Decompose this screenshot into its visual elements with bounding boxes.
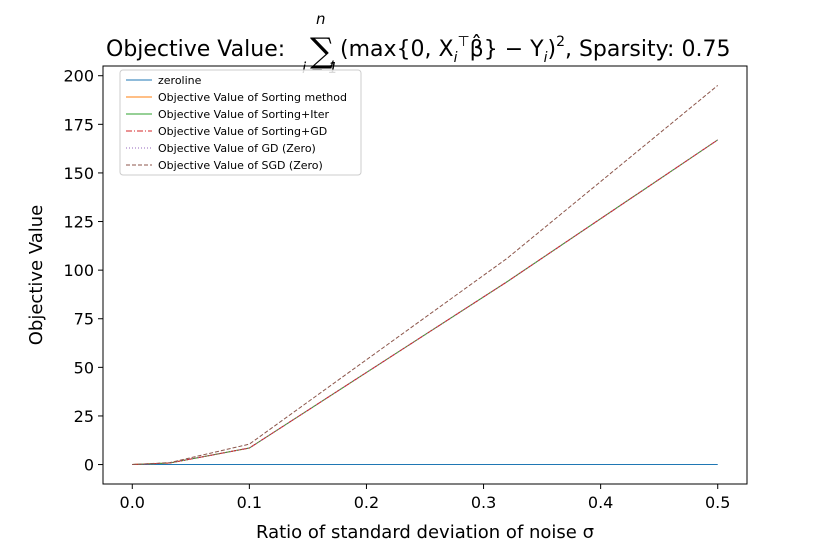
plot-frame	[102, 65, 748, 485]
series-line-4	[132, 139, 719, 466]
series-lines	[132, 85, 719, 466]
legend-label: Objective Value of Sorting+Iter	[158, 108, 330, 121]
legend-label: Objective Value of Sorting method	[158, 91, 347, 104]
title-formula-sup: ⊤	[457, 34, 469, 50]
x-axis-label: Ratio of standard deviation of noise σ	[256, 522, 594, 543]
title-formula-close: )	[547, 37, 556, 62]
series-line-1	[132, 139, 719, 466]
title-formula: (max{0, Xi⊤β̂} − Yi)2, Sparsity: 0.75	[340, 34, 730, 66]
y-tick-label: 0	[84, 456, 94, 475]
legend-label: Objective Value of GD (Zero)	[158, 142, 316, 155]
y-tick-label: 150	[63, 164, 94, 183]
y-tick-label: 50	[74, 358, 94, 377]
x-axis-ticks: 0.0 0.1 0.2 0.3 0.4 0.5	[120, 484, 730, 512]
chart-title: Objective Value: ∑ n i = 1 (max{0, Xi⊤β̂…	[106, 10, 730, 77]
series-line-2	[132, 139, 719, 466]
y-tick-label: 125	[63, 213, 94, 232]
x-tick-label: 0.2	[354, 493, 379, 512]
x-tick-label: 0.1	[237, 493, 262, 512]
title-prefix: Objective Value:	[106, 37, 285, 62]
x-tick-label: 0.4	[588, 493, 613, 512]
legend-label: zeroline	[158, 74, 202, 87]
title-formula-sub2: i	[544, 50, 548, 66]
y-tick-label: 100	[63, 261, 94, 280]
summation-symbol: ∑	[310, 31, 334, 71]
title-formula-beta: β̂	[470, 35, 484, 62]
y-tick-label: 75	[74, 310, 94, 329]
x-tick-label: 0.0	[120, 493, 145, 512]
title-sum-top: n	[316, 10, 326, 28]
title-formula-sub: i	[454, 50, 458, 66]
y-axis-ticks: 0 25 50 75 100 125 150 175 200	[63, 67, 103, 475]
title-formula-open: (max{0, X	[340, 37, 454, 62]
series-line-3	[132, 139, 719, 466]
y-tick-label: 25	[74, 407, 94, 426]
x-tick-label: 0.3	[471, 493, 496, 512]
title-formula-sq: 2	[556, 34, 565, 50]
legend-box	[119, 69, 362, 176]
y-axis-label: Objective Value	[26, 205, 47, 346]
legend: zeroline Objective Value of Sorting metho…	[119, 69, 362, 176]
legend-label: Objective Value of Sorting+GD	[158, 125, 327, 138]
x-tick-label: 0.5	[705, 493, 730, 512]
title-formula-mid: } − Y	[484, 37, 544, 62]
y-tick-label: 175	[63, 115, 94, 134]
title-suffix: , Sparsity: 0.75	[565, 37, 730, 62]
series-line-5	[132, 85, 719, 466]
y-tick-label: 200	[63, 67, 94, 86]
legend-label: Objective Value of SGD (Zero)	[158, 159, 323, 172]
